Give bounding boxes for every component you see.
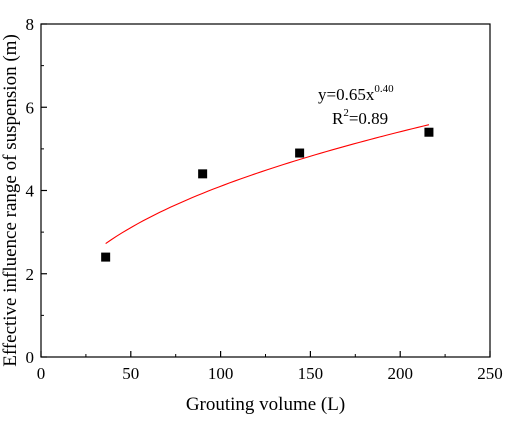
- x-tick-label: 50: [122, 364, 139, 383]
- data-point: [295, 148, 305, 158]
- y-tick-label: 2: [26, 265, 35, 284]
- data-point: [424, 127, 434, 137]
- y-tick-label: 8: [26, 15, 35, 34]
- fit-curve: [105, 124, 430, 245]
- r-squared-base: R: [332, 109, 344, 128]
- x-tick-label: 200: [387, 364, 413, 383]
- data-point: [101, 252, 111, 262]
- fit-equation-exponent: 0.40: [374, 83, 394, 95]
- fit-equation-base: y=0.65x: [318, 85, 375, 104]
- x-axis-label: Grouting volume (L): [186, 394, 345, 415]
- r-squared-value: =0.89: [349, 109, 388, 128]
- ticks-layer: 0 50 100 150 200 250 0 2 4 6 8: [26, 15, 503, 383]
- y-axis-label: Effective influence range of suspension …: [0, 34, 21, 367]
- fit-equation: y=0.65x0.40: [318, 83, 394, 104]
- y-tick-label: 6: [26, 98, 35, 117]
- fit-layer: [105, 124, 430, 245]
- y-tick-label: 4: [26, 182, 35, 201]
- points-layer: [101, 127, 434, 262]
- plot-frame: [40, 23, 491, 358]
- data-point: [198, 169, 208, 179]
- fit-r-squared: R2=0.89: [332, 107, 388, 128]
- y-tick-label: 0: [26, 348, 35, 367]
- r-squared-exponent: 2: [343, 107, 349, 119]
- x-tick-label: 150: [298, 364, 324, 383]
- x-tick-label: 0: [37, 364, 46, 383]
- x-tick-label: 250: [477, 364, 503, 383]
- x-tick-label: 100: [208, 364, 234, 383]
